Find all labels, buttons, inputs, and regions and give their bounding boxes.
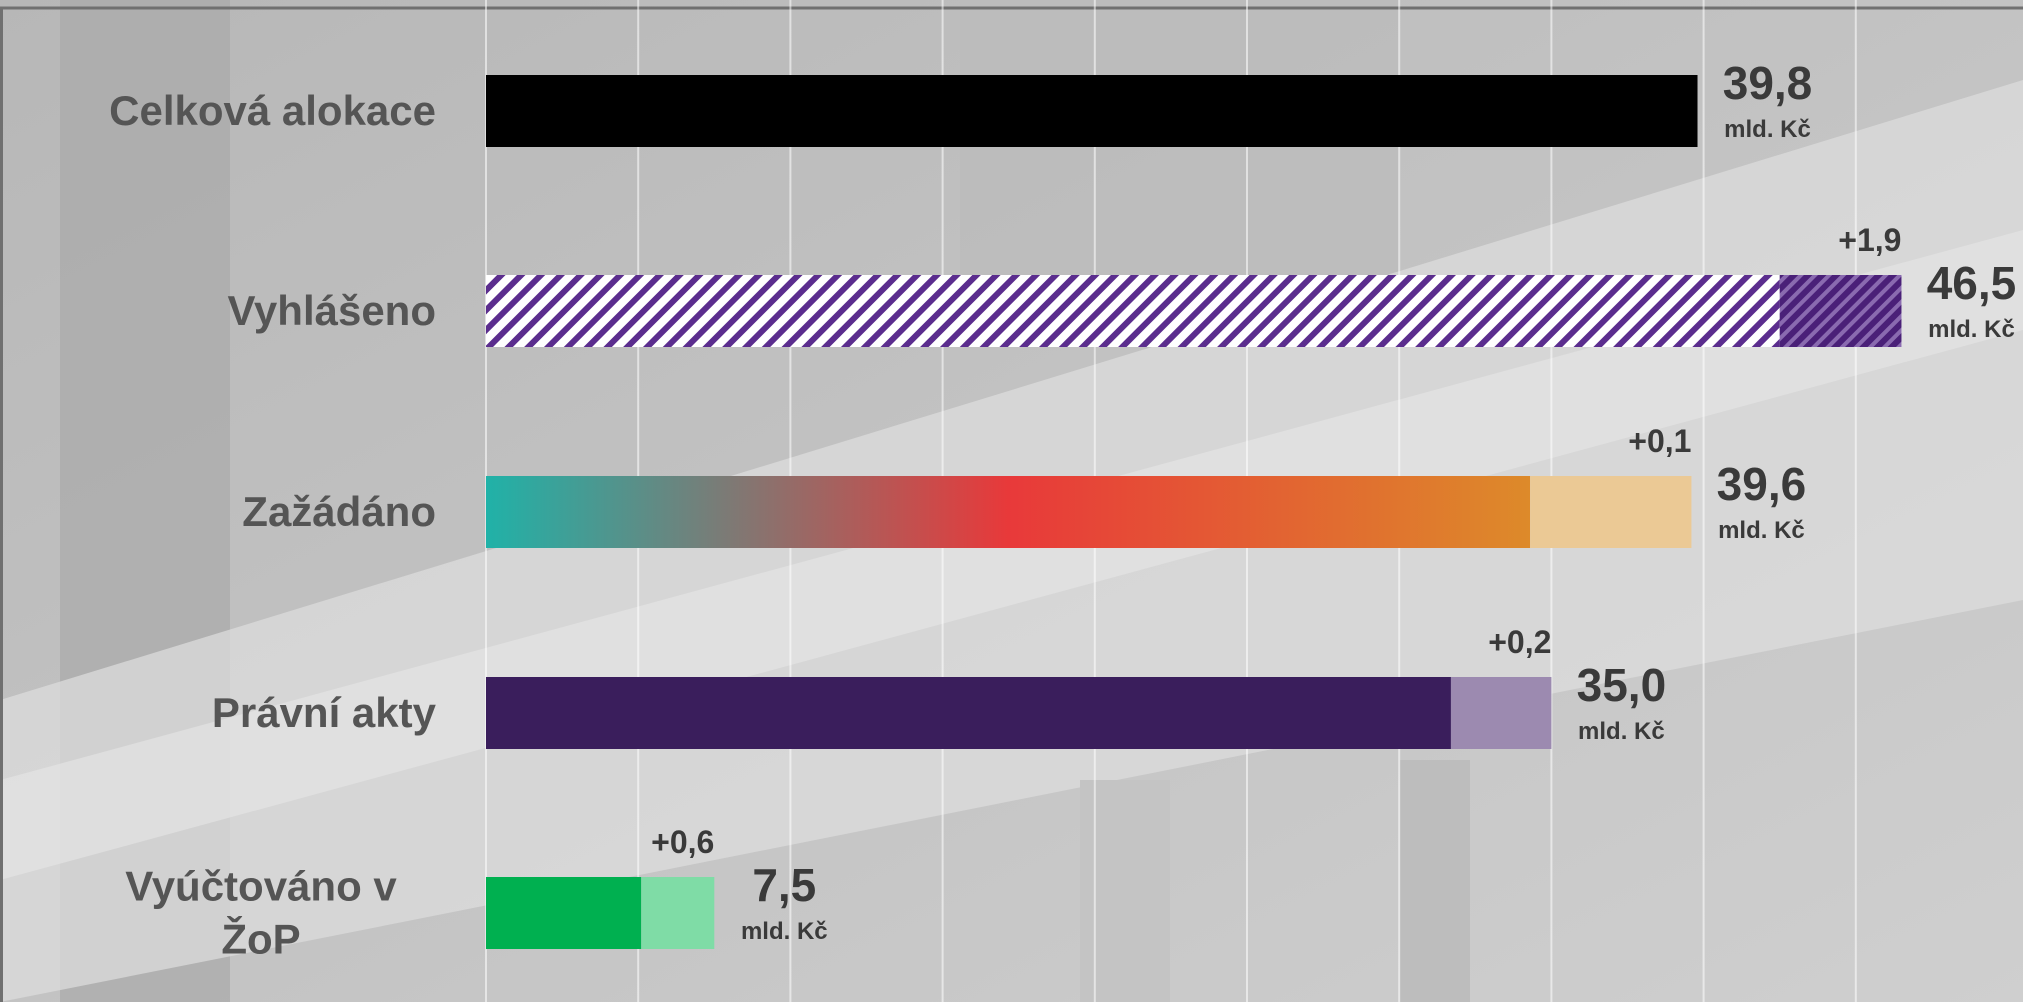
category-label-box: Vyúčtováno v ŽoP [86,861,436,966]
total-label: 7,5 [752,859,816,911]
category-label: Celková alokace [109,86,436,134]
category-label-box: Právní akty [86,687,436,740]
category-label-box: Zažádáno [86,486,436,539]
bar-segment [1450,677,1552,749]
delta-label: +0,2 [1488,624,1551,660]
category-label: Právní akty [211,688,436,736]
total-label: 46,5 [1927,257,2017,309]
bar-segment [486,877,642,949]
bar-segment [486,677,1451,749]
category-label-box: Celková alokace [86,85,436,138]
bar-segment [486,75,1698,147]
unit-label: mld. Kč [1718,517,1805,544]
unit-label: mld. Kč [741,918,828,945]
total-label: 35,0 [1577,659,1667,711]
category-label: Vyhlášeno [227,286,436,334]
delta-label: +0,6 [651,824,714,860]
unit-label: mld. Kč [1578,718,1665,745]
bar-segment [486,275,1780,347]
bar-segment [641,877,715,949]
category-label: Vyúčtováno v ŽoP [125,862,397,963]
delta-label: +1,9 [1838,222,1901,258]
category-label-box: Vyhlášeno [86,285,436,338]
total-label: 39,6 [1717,458,1807,510]
unit-label: mld. Kč [1724,116,1811,143]
bar-segment [1530,476,1692,548]
delta-label: +0,1 [1628,423,1691,459]
unit-label: mld. Kč [1928,316,2015,343]
bar-segment [1779,275,1902,347]
category-label: Zažádáno [242,487,436,535]
bar-segment [486,476,1531,548]
total-label: 39,8 [1723,57,1813,109]
